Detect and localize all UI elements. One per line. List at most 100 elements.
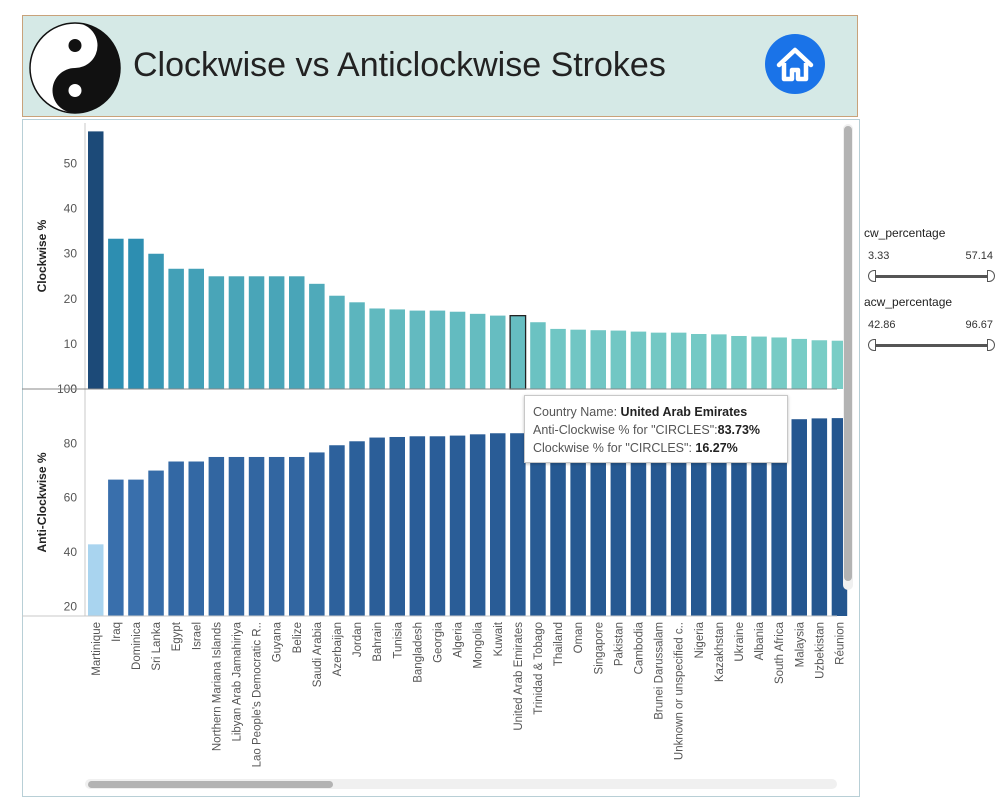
bar <box>791 419 807 616</box>
x-tick-label: Mongolia <box>473 621 485 668</box>
x-tick-label: Georgia <box>432 621 444 663</box>
horizontal-scrollbar[interactable] <box>85 779 837 789</box>
x-tick-label: Réunion <box>834 622 846 665</box>
x-tick-label: Oman <box>573 622 585 653</box>
tooltip-country-value: United Arab Emirates <box>620 405 748 419</box>
bar <box>108 479 124 616</box>
x-tick-label: Dominica <box>131 621 143 670</box>
chart-tooltip: Country Name: United Arab Emirates Anti-… <box>524 395 788 463</box>
slider-max-handle[interactable] <box>987 270 995 282</box>
bar <box>711 421 727 616</box>
filter-max-value: 96.67 <box>965 319 993 331</box>
slider-min-handle[interactable] <box>868 270 876 282</box>
bar <box>168 461 184 616</box>
horizontal-scrollbar-thumb[interactable] <box>88 781 333 788</box>
cw-percentage-filter[interactable]: cw_percentage 3.33 57.14 <box>864 226 999 284</box>
x-tick-label: Bangladesh <box>412 622 424 683</box>
bar <box>530 322 546 389</box>
x-tick-label: United Arab Emirates <box>513 622 525 731</box>
slider-track <box>872 275 991 278</box>
y-tick-label: 10 <box>64 337 78 351</box>
vertical-scrollbar-thumb[interactable] <box>844 126 852 581</box>
bar <box>449 311 466 389</box>
bar <box>208 456 225 616</box>
bar <box>509 314 527 390</box>
home-button[interactable] <box>765 34 825 94</box>
filter-title: cw_percentage <box>864 226 946 240</box>
bar <box>630 423 647 616</box>
bar <box>731 335 747 389</box>
x-tick-label: Singapore <box>593 622 605 674</box>
bar <box>349 441 365 616</box>
y-tick-label: 20 <box>64 292 78 306</box>
range-slider[interactable] <box>864 270 999 284</box>
bar <box>289 276 305 389</box>
bar <box>490 315 506 389</box>
bar <box>429 310 446 389</box>
y-tick-label: 80 <box>64 436 78 450</box>
bar <box>289 456 305 616</box>
slider-max-handle[interactable] <box>987 339 995 351</box>
filter-min-value: 3.33 <box>868 250 890 262</box>
x-tick-label: Northern Mariana Islands <box>211 622 223 751</box>
y-tick-label: 60 <box>64 491 78 505</box>
x-tick-label: Unknown or unspecified c.. <box>674 622 686 760</box>
filter-title: acw_percentage <box>864 295 953 309</box>
tooltip-acw-label: Anti-Clockwise % for "CIRCLES": <box>533 423 718 437</box>
range-slider[interactable] <box>864 339 999 353</box>
bar <box>691 422 707 616</box>
dashboard-header: Clockwise vs Anticlockwise Strokes <box>22 15 858 117</box>
x-tick-label: Uzbekistan <box>814 622 826 679</box>
bar <box>188 461 204 616</box>
bar <box>610 330 627 389</box>
bar <box>590 330 606 389</box>
x-tick-label: Lao People's Democratic R.. <box>252 622 264 767</box>
bar <box>248 276 265 389</box>
x-tick-label: Tunisia <box>392 621 404 658</box>
bar <box>711 334 727 389</box>
bar <box>469 313 486 389</box>
bar <box>329 295 345 389</box>
y-axis-title: Anti-Clockwise % <box>35 452 49 552</box>
slider-min-handle[interactable] <box>868 339 876 351</box>
x-tick-label: Trinidad & Tobago <box>533 622 545 715</box>
bar <box>550 328 566 389</box>
vertical-scrollbar[interactable] <box>843 124 853 590</box>
bar <box>128 479 144 616</box>
bar <box>469 434 486 616</box>
x-tick-label: Malaysia <box>794 621 806 667</box>
y-tick-label: 40 <box>64 202 78 216</box>
bar <box>550 425 566 616</box>
x-tick-label: Belize <box>292 622 304 653</box>
x-tick-label: Israel <box>191 622 203 650</box>
x-tick-label: Albania <box>754 621 766 660</box>
bar <box>670 422 687 616</box>
x-tick-label: Guyana <box>272 621 284 662</box>
bar <box>490 433 506 616</box>
y-axis-title: Clockwise % <box>35 219 49 292</box>
acw-percentage-filter[interactable]: acw_percentage 42.86 96.67 <box>864 295 999 353</box>
filter-min-value: 42.86 <box>868 319 896 331</box>
x-tick-label: Nigeria <box>694 621 706 658</box>
bar <box>88 544 104 616</box>
bar <box>771 420 787 616</box>
bar <box>590 424 606 616</box>
bar <box>570 424 586 616</box>
bar <box>731 420 747 616</box>
bar <box>751 336 767 389</box>
bar <box>449 435 466 616</box>
bar <box>389 309 405 389</box>
bar <box>791 338 807 389</box>
x-tick-label: Iraq <box>111 622 123 642</box>
yin-yang-icon <box>29 22 121 114</box>
bar <box>88 131 104 390</box>
x-tick-label: Martinique <box>91 622 103 676</box>
bar <box>751 420 767 616</box>
bar <box>510 433 526 616</box>
y-tick-label: 40 <box>64 545 78 559</box>
bar <box>268 276 285 389</box>
x-tick-label: Cambodia <box>633 621 645 674</box>
x-tick-label: Azerbaijan <box>332 622 344 676</box>
y-tick-label: 50 <box>64 157 78 171</box>
